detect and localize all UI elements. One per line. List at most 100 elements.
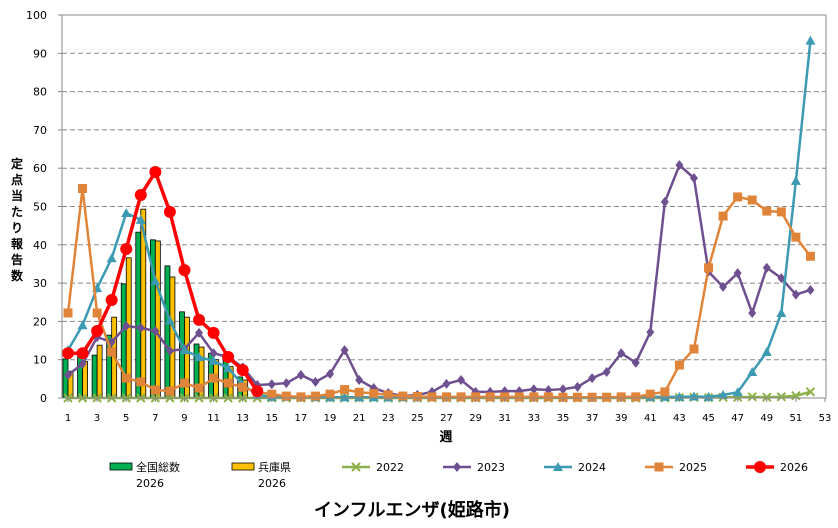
- point-2025: [412, 391, 422, 401]
- bar-national: [91, 354, 98, 399]
- y-axis-label-char: 報: [11, 236, 24, 251]
- point-2024: [703, 391, 714, 401]
- point-2023: [719, 281, 728, 292]
- point-2023: [78, 358, 87, 369]
- bar-hyogo: [154, 240, 161, 399]
- point-2026: [236, 364, 249, 377]
- x-tick-label: 37: [586, 413, 599, 424]
- point-2025: [121, 373, 131, 383]
- point-2023: [733, 268, 742, 279]
- point-2026: [134, 189, 147, 202]
- legend-marker: [754, 461, 766, 473]
- point-2025: [471, 392, 481, 402]
- x-tick-label: 49: [760, 413, 773, 424]
- point-2025: [514, 392, 524, 402]
- point-2025: [107, 347, 117, 357]
- legend: 全国総数 2026 兵庫県 2026 2022 2023 2024 2025 2026: [109, 460, 808, 490]
- x-tick-label: 23: [382, 413, 395, 424]
- legend-label: 2026: [258, 477, 286, 490]
- point-2023: [151, 325, 160, 336]
- x-tick-label: 27: [440, 413, 453, 424]
- point-2026: [207, 326, 220, 339]
- point-2023: [282, 378, 291, 389]
- legend-label: 2024: [578, 461, 606, 474]
- point-2026: [62, 347, 74, 360]
- y-tick-label: 30: [33, 277, 47, 290]
- point-2025: [762, 206, 772, 216]
- point-2023: [442, 378, 451, 389]
- y-axis-label-char: り: [11, 221, 23, 235]
- point-2026: [251, 385, 264, 398]
- point-2023: [529, 384, 538, 395]
- y-axis-label-char: 当: [11, 188, 23, 203]
- point-2023: [195, 327, 204, 338]
- x-tick-label: 19: [324, 413, 337, 424]
- x-tick-label: 51: [790, 413, 803, 424]
- point-2025: [442, 392, 451, 402]
- x-tick-label: 41: [644, 413, 657, 424]
- series-2026: [62, 166, 264, 398]
- x-tick-label: 9: [181, 413, 187, 424]
- point-2026: [91, 324, 104, 337]
- point-2024: [150, 276, 161, 286]
- x-tick-label: 5: [123, 413, 129, 424]
- legend-label: 2026: [780, 461, 808, 474]
- point-2025: [92, 308, 102, 318]
- point-2023: [311, 376, 320, 387]
- point-2023: [296, 370, 305, 381]
- x-tick-label: 53: [819, 413, 832, 424]
- point-2026: [222, 351, 235, 364]
- point-2025: [209, 373, 219, 383]
- point-2024: [223, 363, 234, 373]
- point-2025: [805, 251, 815, 261]
- x-tick-label: 3: [94, 413, 100, 424]
- bar-hyogo: [169, 276, 176, 399]
- point-2025: [616, 392, 626, 402]
- y-tick-label: 80: [33, 86, 47, 99]
- point-2025: [733, 192, 743, 202]
- point-2026: [120, 243, 133, 256]
- x-tick-label: 47: [731, 413, 744, 424]
- legend-label: 全国総数: [136, 460, 180, 474]
- series-2023: [64, 160, 815, 402]
- legend-label: 2026: [136, 477, 164, 490]
- point-2023: [748, 307, 757, 318]
- point-2022: [805, 387, 816, 397]
- point-2026: [178, 264, 191, 277]
- x-tick-label: 1: [65, 413, 71, 424]
- y-axis-label-char: 点: [11, 172, 23, 187]
- y-tick-label: 90: [33, 47, 47, 60]
- point-2024: [674, 391, 685, 401]
- point-2025: [718, 211, 728, 221]
- point-2025: [310, 391, 320, 401]
- point-2024: [121, 208, 132, 218]
- point-2025: [340, 385, 350, 395]
- x-tick-label: 35: [557, 413, 570, 424]
- point-2025: [529, 392, 539, 402]
- point-2025: [325, 389, 335, 399]
- x-tick-label: 15: [265, 413, 278, 424]
- point-2022: [762, 392, 772, 402]
- y-axis-label-char: 数: [11, 268, 24, 283]
- point-2023: [122, 320, 131, 331]
- x-tick-label: 13: [236, 413, 249, 424]
- point-2026: [193, 313, 206, 326]
- legend-label: 兵庫県: [258, 460, 291, 474]
- y-tick-label: 50: [33, 201, 47, 214]
- point-2023: [631, 357, 640, 368]
- point-2023: [602, 366, 611, 377]
- point-2024: [718, 389, 729, 399]
- legend-marker: [351, 462, 361, 472]
- point-2025: [223, 378, 233, 388]
- x-tick-label: 33: [527, 413, 540, 424]
- y-axis-label-char: た: [11, 205, 23, 219]
- y-axis-label-char: 告: [11, 252, 23, 267]
- legend-swatch: [231, 462, 255, 471]
- point-2024: [805, 35, 816, 45]
- point-2022: [776, 392, 787, 402]
- y-tick-label: 100: [26, 9, 47, 22]
- point-2025: [165, 386, 175, 396]
- point-2023: [64, 370, 72, 381]
- x-tick-label: 11: [207, 413, 220, 424]
